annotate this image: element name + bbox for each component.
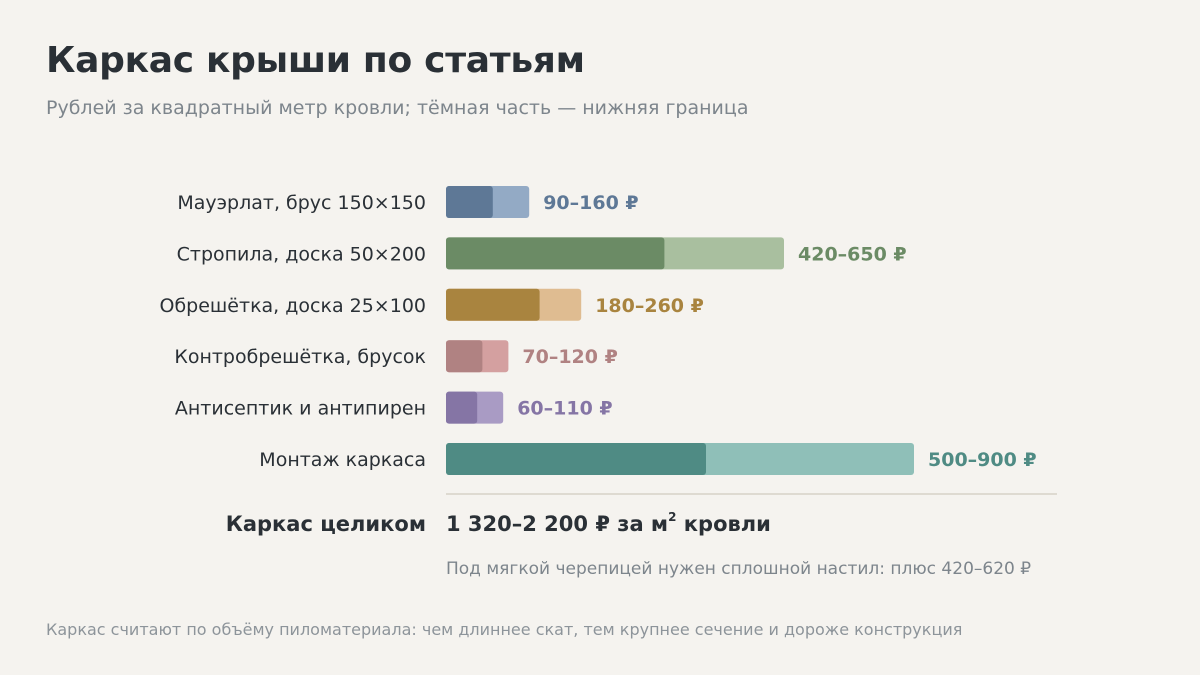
category-label: Стропила, доска 50×200	[177, 243, 426, 265]
bar-lower-bound	[446, 443, 706, 475]
bar-lower-bound	[446, 237, 665, 270]
total-value: 1 320–2 200 ₽ за м2 кровли	[446, 510, 771, 536]
value-label: 500–900 ₽	[928, 449, 1037, 471]
category-label: Контробрешётка, брусок	[174, 346, 426, 368]
category-label: Обрешётка, доска 25×100	[160, 295, 427, 317]
total-value-main: 1 320–2 200 ₽ за м	[446, 512, 669, 536]
category-label: Антисептик и антипирен	[175, 398, 426, 420]
value-label: 90–160 ₽	[543, 192, 638, 214]
bar-lower-bound	[446, 391, 478, 424]
total-value-sup: 2	[668, 510, 677, 524]
bar-lower-bound	[446, 340, 483, 373]
total-label: Каркас целиком	[225, 512, 426, 536]
footnote: Каркас считают по объёму пиломатериала: …	[46, 620, 963, 639]
chart-subtitle: Рублей за квадратный метр кровли; тёмная…	[46, 97, 749, 119]
bar-lower-bound	[446, 186, 493, 218]
value-label: 60–110 ₽	[517, 398, 612, 420]
total-note: Под мягкой черепицей нужен сплошной наст…	[446, 559, 1032, 579]
category-label: Мауэрлат, брус 150×150	[177, 192, 426, 214]
value-label: 70–120 ₽	[522, 346, 617, 368]
value-label: 180–260 ₽	[595, 295, 704, 317]
category-label: Монтаж каркаса	[259, 449, 426, 471]
bar-lower-bound	[446, 288, 540, 321]
total-value-tail: кровли	[676, 512, 771, 536]
chart-title: Каркас крыши по статьям	[46, 40, 585, 81]
value-label: 420–650 ₽	[798, 243, 907, 265]
